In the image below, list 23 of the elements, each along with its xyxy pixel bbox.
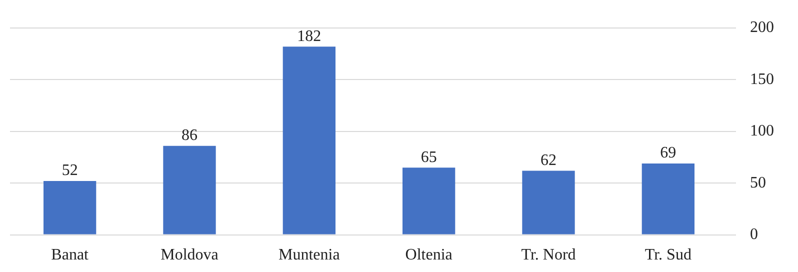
data-label: 65 — [420, 148, 437, 166]
data-label: 62 — [540, 152, 556, 169]
bar — [44, 181, 96, 234]
data-label: 52 — [62, 162, 78, 180]
y-tick-label: 200 — [750, 19, 774, 36]
bar — [402, 168, 456, 234]
bar — [522, 170, 575, 234]
x-tick-label: Oltenia — [405, 246, 452, 264]
x-tick-label: Tr. Sud — [644, 246, 692, 264]
data-label: 86 — [182, 127, 198, 144]
bar — [642, 163, 694, 234]
x-tick-label: Muntenia — [278, 246, 340, 264]
x-tick-label: Tr. Nord — [521, 246, 576, 264]
x-tick-label: Moldova — [160, 246, 218, 264]
y-tick-label: 100 — [750, 122, 774, 140]
data-label: 69 — [660, 144, 676, 162]
bar — [163, 146, 216, 234]
y-tick-label: 0 — [750, 226, 758, 244]
data-label: 182 — [297, 28, 322, 45]
bar — [282, 46, 336, 234]
y-tick-label: 150 — [750, 70, 774, 88]
y-tick-label: 50 — [750, 174, 766, 192]
x-tick-label: Banat — [51, 246, 90, 264]
